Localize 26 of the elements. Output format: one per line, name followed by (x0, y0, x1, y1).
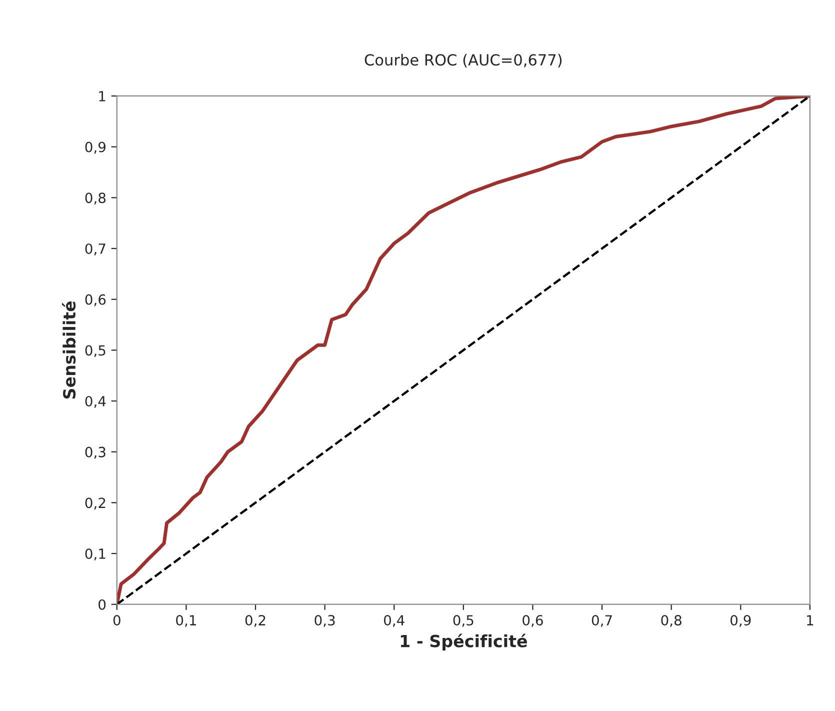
y-tick-label: 0,3 (85, 446, 106, 459)
y-tick-label: 0,1 (85, 548, 106, 560)
x-tick-label: 0,7 (592, 615, 612, 627)
x-tick-label: 0,2 (245, 615, 266, 627)
chart-title: Courbe ROC (AUC=0,677) (364, 54, 562, 68)
x-tick-label: 0,6 (522, 615, 543, 627)
y-tick-label: 0,7 (85, 243, 106, 256)
x-tick-label: 0,9 (730, 615, 751, 627)
y-tick-label: 0 (98, 599, 106, 610)
x-tick-label: 0,4 (384, 615, 404, 627)
x-tick-label: 0,8 (661, 615, 682, 627)
x-tick-label: 0 (113, 615, 120, 626)
x-tick-label: 0,3 (314, 615, 335, 627)
y-tick-label: 0,5 (85, 345, 106, 358)
x-tick-label: 0,5 (453, 615, 474, 627)
y-tick-label: 0,8 (85, 192, 106, 205)
y-axis-title: Sensibilité (62, 301, 76, 399)
x-tick-label: 1 (807, 615, 814, 626)
y-tick-label: 0,9 (85, 142, 106, 154)
x-tick-label: 0,1 (176, 615, 196, 627)
y-tick-label: 1 (99, 91, 106, 102)
y-tick-label: 0,2 (85, 498, 106, 510)
x-axis-title: 1 - Spécificité (400, 634, 528, 651)
line-series (116, 96, 810, 604)
y-tick-label: 0,6 (85, 294, 106, 306)
y-tick-label: 0,4 (85, 396, 106, 408)
